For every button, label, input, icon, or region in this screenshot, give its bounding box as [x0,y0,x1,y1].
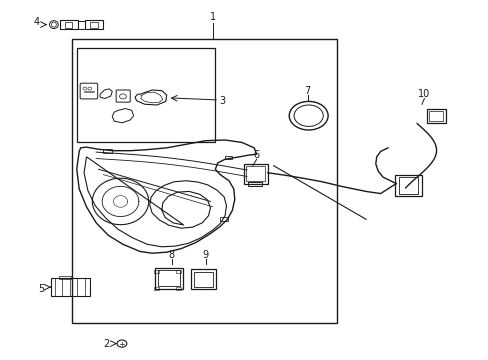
Text: 4: 4 [33,17,40,27]
Text: 6: 6 [253,150,259,160]
Text: 7: 7 [304,86,310,96]
Bar [158,270,180,287]
Bar [426,109,446,123]
Bar [394,175,421,196]
Bar [51,278,90,296]
Bar [243,164,267,184]
Bar [194,272,213,287]
Bar [103,149,112,153]
Bar [72,39,336,323]
Bar [154,270,159,273]
Bar [90,22,98,28]
Bar [220,217,227,221]
Text: 2: 2 [102,339,109,348]
Bar [428,111,442,121]
Text: 3: 3 [219,96,225,107]
Bar [155,267,183,289]
Text: 5: 5 [38,284,44,294]
Bar [59,276,71,279]
Bar [77,48,215,143]
Bar [191,269,216,289]
Bar [248,182,262,186]
Bar [154,287,159,290]
Bar [85,20,103,29]
Text: 10: 10 [417,89,429,99]
Text: 8: 8 [168,250,174,260]
Bar [398,177,417,194]
Text: 9: 9 [202,250,208,260]
Bar [64,22,72,28]
Bar [78,21,85,28]
Bar [176,270,181,273]
Text: 1: 1 [209,13,216,22]
Bar [224,156,232,159]
Bar [246,166,264,181]
Bar [176,287,181,290]
Bar [60,20,78,29]
